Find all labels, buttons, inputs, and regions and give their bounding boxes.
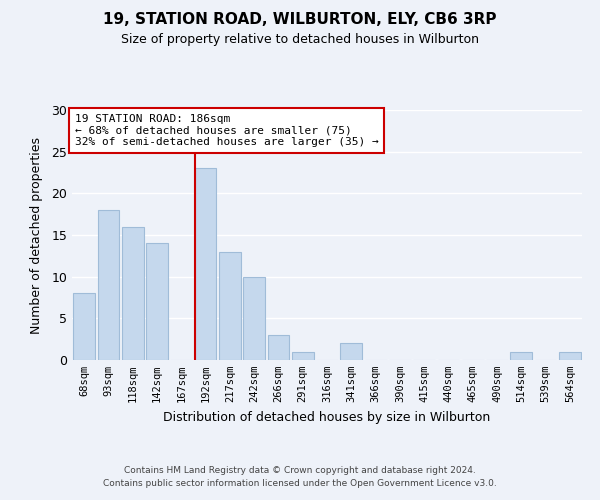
X-axis label: Distribution of detached houses by size in Wilburton: Distribution of detached houses by size … [163,410,491,424]
Bar [292,352,314,360]
Bar [73,294,95,360]
Bar [97,210,119,360]
Y-axis label: Number of detached properties: Number of detached properties [30,136,43,334]
Bar [559,352,581,360]
Bar [268,335,289,360]
Text: Contains HM Land Registry data © Crown copyright and database right 2024.
Contai: Contains HM Land Registry data © Crown c… [103,466,497,487]
Text: 19, STATION ROAD, WILBURTON, ELY, CB6 3RP: 19, STATION ROAD, WILBURTON, ELY, CB6 3R… [103,12,497,28]
Bar [122,226,143,360]
Bar [219,252,241,360]
Bar [243,276,265,360]
Bar [340,344,362,360]
Text: Size of property relative to detached houses in Wilburton: Size of property relative to detached ho… [121,32,479,46]
Bar [194,168,217,360]
Bar [146,244,168,360]
Text: 19 STATION ROAD: 186sqm
← 68% of detached houses are smaller (75)
32% of semi-de: 19 STATION ROAD: 186sqm ← 68% of detache… [74,114,379,147]
Bar [511,352,532,360]
